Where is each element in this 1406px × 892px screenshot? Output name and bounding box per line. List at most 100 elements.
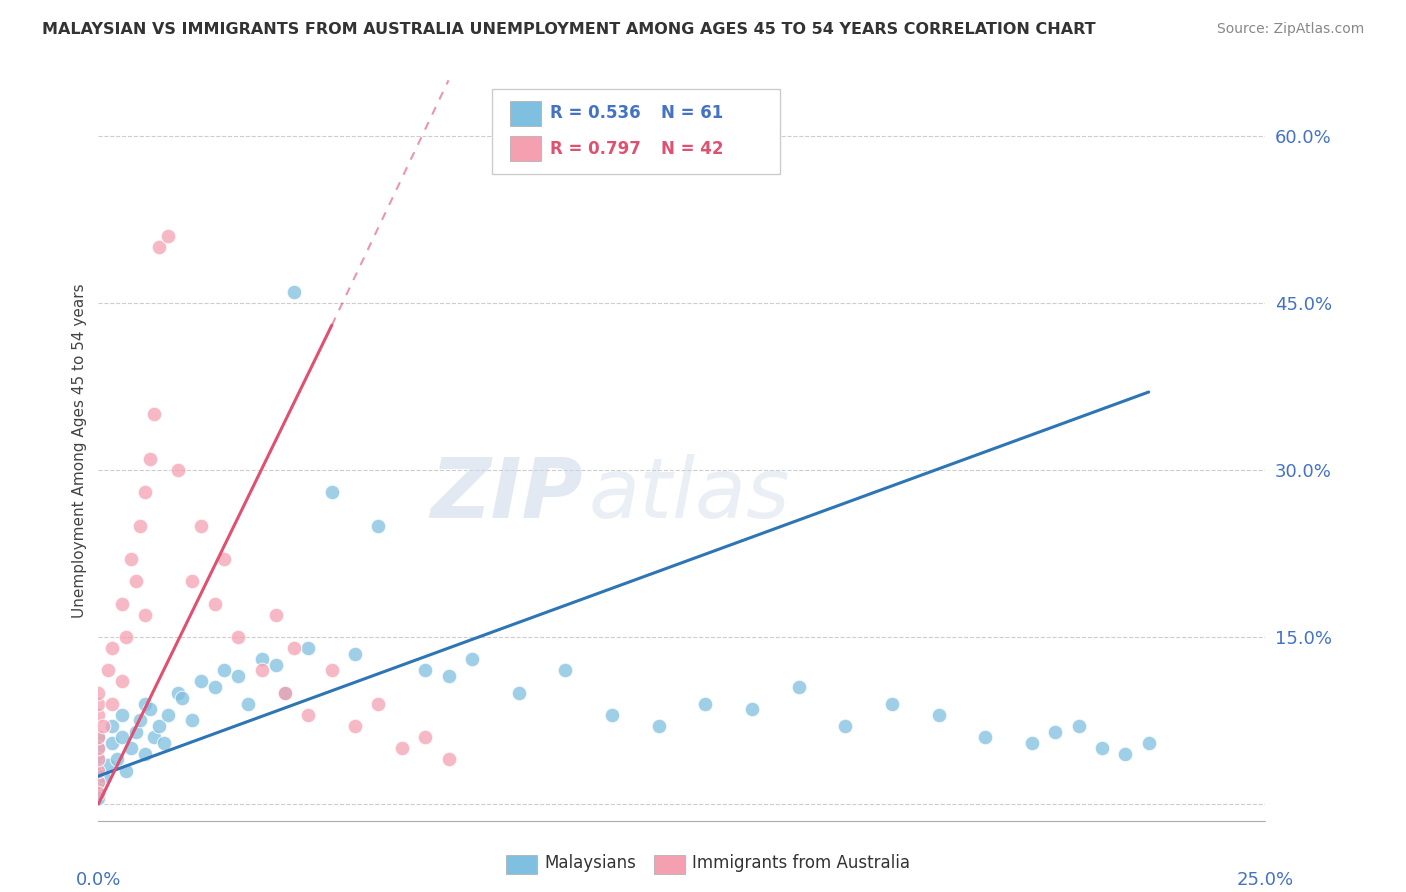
Point xyxy=(391,741,413,756)
Point xyxy=(115,630,138,644)
Point xyxy=(274,685,297,699)
Point xyxy=(111,597,134,611)
Point xyxy=(134,485,156,500)
Y-axis label: Unemployment Among Ages 45 to 54 years: Unemployment Among Ages 45 to 54 years xyxy=(72,283,87,618)
Point xyxy=(129,518,152,533)
Point xyxy=(695,697,717,711)
Point xyxy=(1021,736,1043,750)
Point xyxy=(190,518,212,533)
Point xyxy=(437,669,460,683)
Point xyxy=(134,607,156,622)
Point xyxy=(134,697,156,711)
Point xyxy=(172,691,194,706)
Point xyxy=(190,674,212,689)
Point xyxy=(97,758,120,772)
Point xyxy=(91,769,114,783)
Point xyxy=(344,647,367,661)
Point xyxy=(204,680,226,694)
Point xyxy=(87,752,110,766)
Point xyxy=(461,652,484,666)
Text: ZIP: ZIP xyxy=(430,454,582,535)
Point xyxy=(413,664,436,678)
Point xyxy=(143,730,166,744)
Point xyxy=(87,741,110,756)
Point xyxy=(87,697,110,711)
Point xyxy=(283,641,305,656)
Point xyxy=(157,707,180,722)
Point xyxy=(134,747,156,761)
Point xyxy=(228,630,250,644)
Point xyxy=(437,752,460,766)
Point xyxy=(87,685,110,699)
Point xyxy=(413,730,436,744)
Point xyxy=(250,664,273,678)
Point xyxy=(214,552,236,566)
Point xyxy=(148,719,170,733)
Point xyxy=(928,707,950,722)
Point xyxy=(741,702,763,716)
Point xyxy=(274,685,297,699)
Point xyxy=(344,719,367,733)
Point xyxy=(111,707,134,722)
Text: R = 0.536: R = 0.536 xyxy=(550,104,640,122)
Text: 0.0%: 0.0% xyxy=(76,871,121,888)
Point xyxy=(87,741,110,756)
Text: N = 61: N = 61 xyxy=(661,104,723,122)
Point xyxy=(87,774,110,789)
Point xyxy=(87,786,110,800)
Point xyxy=(157,229,180,244)
Text: Malaysians: Malaysians xyxy=(544,855,636,872)
Point xyxy=(87,786,110,800)
Point xyxy=(87,764,110,778)
Point xyxy=(204,597,226,611)
Point xyxy=(101,719,124,733)
Point xyxy=(143,407,166,421)
Point xyxy=(120,741,142,756)
Point xyxy=(87,764,110,778)
Point xyxy=(787,680,810,694)
Point xyxy=(87,774,110,789)
Point xyxy=(880,697,903,711)
Text: 25.0%: 25.0% xyxy=(1237,871,1294,888)
Point xyxy=(101,641,124,656)
Point xyxy=(1091,741,1114,756)
Point xyxy=(367,697,389,711)
Point xyxy=(87,791,110,805)
Point xyxy=(115,764,138,778)
Point xyxy=(148,240,170,254)
Text: atlas: atlas xyxy=(589,454,790,535)
Point xyxy=(139,702,162,716)
Point xyxy=(129,714,152,728)
Point xyxy=(87,752,110,766)
Point xyxy=(264,657,287,672)
Point xyxy=(834,719,856,733)
Point xyxy=(97,664,120,678)
Point xyxy=(1067,719,1090,733)
Point xyxy=(166,685,188,699)
Point xyxy=(101,736,124,750)
Point xyxy=(91,719,114,733)
Point xyxy=(180,714,202,728)
Point xyxy=(508,685,530,699)
Point xyxy=(111,674,134,689)
Point xyxy=(111,730,134,744)
Point xyxy=(236,697,259,711)
Point xyxy=(283,285,305,299)
Point xyxy=(87,730,110,744)
Point xyxy=(87,707,110,722)
Text: Source: ZipAtlas.com: Source: ZipAtlas.com xyxy=(1216,22,1364,37)
Point xyxy=(250,652,273,666)
Point xyxy=(1114,747,1136,761)
Point xyxy=(600,707,623,722)
Point xyxy=(297,641,319,656)
Point xyxy=(321,664,343,678)
Point xyxy=(105,752,128,766)
Text: R = 0.797: R = 0.797 xyxy=(550,140,641,158)
Text: N = 42: N = 42 xyxy=(661,140,723,158)
Point xyxy=(974,730,997,744)
Point xyxy=(297,707,319,722)
Point xyxy=(264,607,287,622)
Point xyxy=(554,664,576,678)
Text: Immigrants from Australia: Immigrants from Australia xyxy=(692,855,910,872)
Point xyxy=(101,697,124,711)
